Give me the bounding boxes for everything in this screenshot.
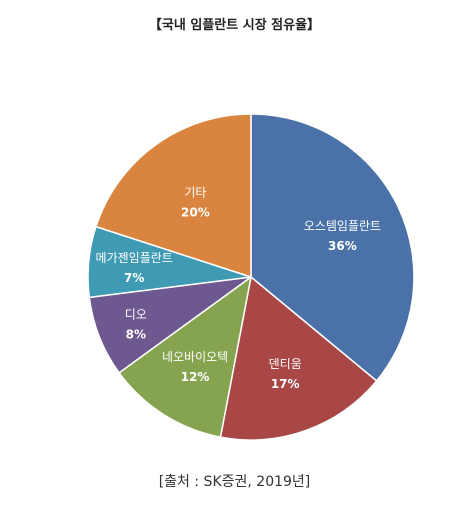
slice-label: 메가젠임플란트 — [96, 251, 173, 265]
slice-label: 덴티움 — [269, 357, 302, 371]
slice-value-label: 8% — [126, 328, 146, 342]
slice-value-label: 17% — [271, 377, 300, 391]
slice-value-label: 12% — [181, 370, 210, 384]
slice-label: 네오바이오텍 — [162, 350, 228, 364]
pie-slice — [219, 275, 378, 441]
slice-value-label: 7% — [124, 271, 144, 285]
slice-value-label: 20% — [181, 206, 210, 220]
slice-label: 기타 — [184, 186, 206, 200]
pie-slices — [87, 113, 415, 441]
chart-title: 【국내 임플란트 시장 점유율】 — [148, 18, 321, 33]
pie-slice — [118, 275, 253, 438]
pie-slice — [95, 113, 252, 279]
source-note: [출처 : SK증권, 2019년] — [158, 474, 311, 490]
pie-slice — [250, 113, 415, 382]
slice-value-label: 36% — [328, 239, 357, 253]
slice-label: 오스템임플란트 — [304, 219, 381, 233]
slice-label: 디오 — [125, 308, 147, 322]
pie-labels: 오스템임플란트 36% 덴티움 17% 네오바이오텍 12% 디오 8% 메가젠임플란트 7% 기타… — [96, 186, 381, 392]
